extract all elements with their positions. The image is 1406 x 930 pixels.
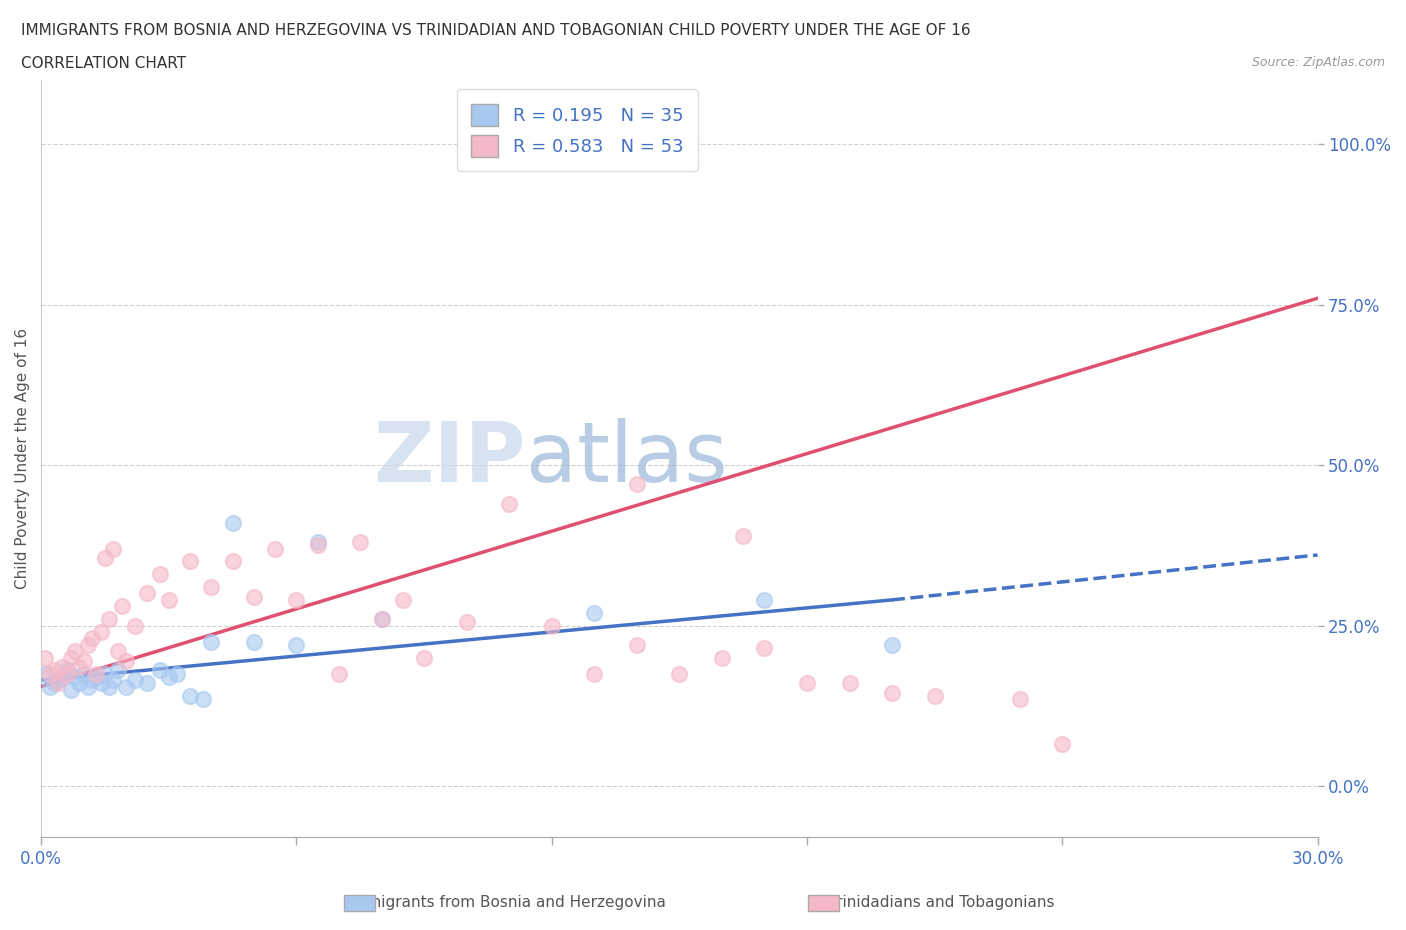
Point bbox=[98, 612, 121, 627]
Point bbox=[1008, 692, 1031, 707]
Point bbox=[136, 676, 159, 691]
Point bbox=[94, 666, 117, 681]
Point bbox=[349, 535, 371, 550]
Y-axis label: Child Poverty Under the Age of 16: Child Poverty Under the Age of 16 bbox=[15, 328, 30, 590]
Point bbox=[498, 497, 520, 512]
Point bbox=[221, 515, 243, 530]
Point bbox=[243, 590, 266, 604]
Point bbox=[149, 566, 172, 581]
Legend: R = 0.195   N = 35, R = 0.583   N = 53: R = 0.195 N = 35, R = 0.583 N = 53 bbox=[457, 89, 697, 171]
Point bbox=[880, 637, 903, 652]
Point bbox=[626, 637, 648, 652]
Point bbox=[94, 551, 117, 565]
Text: CORRELATION CHART: CORRELATION CHART bbox=[21, 56, 186, 71]
Point bbox=[391, 592, 413, 607]
Point bbox=[1052, 737, 1074, 751]
Point bbox=[98, 679, 121, 694]
Point bbox=[77, 679, 100, 694]
Point bbox=[200, 634, 222, 649]
Point bbox=[370, 612, 392, 627]
Text: Source: ZipAtlas.com: Source: ZipAtlas.com bbox=[1251, 56, 1385, 69]
Point bbox=[754, 641, 776, 656]
Point bbox=[668, 666, 690, 681]
Point bbox=[733, 528, 755, 543]
Point bbox=[626, 477, 648, 492]
Point bbox=[51, 670, 73, 684]
Point bbox=[124, 618, 146, 633]
Point bbox=[136, 586, 159, 601]
Point bbox=[157, 592, 180, 607]
Point bbox=[46, 672, 69, 687]
Point bbox=[456, 615, 478, 630]
Point bbox=[370, 612, 392, 627]
Point bbox=[42, 676, 65, 691]
Point bbox=[200, 579, 222, 594]
Point bbox=[73, 654, 96, 669]
Point bbox=[880, 685, 903, 700]
Point bbox=[583, 666, 606, 681]
Point bbox=[191, 692, 214, 707]
Point bbox=[166, 666, 188, 681]
Point bbox=[264, 541, 287, 556]
Point bbox=[179, 554, 201, 569]
Point bbox=[243, 634, 266, 649]
Point bbox=[413, 650, 436, 665]
Point bbox=[285, 637, 308, 652]
Point bbox=[796, 676, 818, 691]
Point bbox=[668, 137, 690, 152]
Point bbox=[34, 650, 56, 665]
Point bbox=[63, 644, 86, 658]
Point bbox=[90, 676, 112, 691]
Point bbox=[924, 689, 946, 704]
Point bbox=[103, 672, 125, 687]
Point bbox=[67, 676, 90, 691]
Point bbox=[710, 650, 733, 665]
Point bbox=[103, 541, 125, 556]
Text: IMMIGRANTS FROM BOSNIA AND HERZEGOVINA VS TRINIDADIAN AND TOBAGONIAN CHILD POVER: IMMIGRANTS FROM BOSNIA AND HERZEGOVINA V… bbox=[21, 23, 970, 38]
Point bbox=[77, 637, 100, 652]
Text: Trinidadians and Tobagonians: Trinidadians and Tobagonians bbox=[830, 895, 1054, 910]
Point bbox=[55, 666, 77, 681]
Point bbox=[111, 599, 134, 614]
Text: atlas: atlas bbox=[526, 418, 728, 499]
Point bbox=[157, 670, 180, 684]
Point bbox=[86, 666, 108, 681]
Point bbox=[42, 663, 65, 678]
Point bbox=[34, 666, 56, 681]
Point bbox=[838, 676, 860, 691]
Point bbox=[221, 554, 243, 569]
Point bbox=[115, 654, 138, 669]
Point bbox=[86, 670, 108, 684]
Point bbox=[90, 625, 112, 640]
Point bbox=[55, 663, 77, 678]
Point bbox=[285, 592, 308, 607]
Text: ZIP: ZIP bbox=[374, 418, 526, 499]
Point bbox=[328, 666, 350, 681]
Point bbox=[82, 631, 104, 645]
Point bbox=[307, 535, 329, 550]
Point bbox=[67, 659, 90, 674]
Point bbox=[307, 538, 329, 552]
Point bbox=[540, 618, 562, 633]
Point bbox=[754, 592, 776, 607]
Text: Immigrants from Bosnia and Herzegovina: Immigrants from Bosnia and Herzegovina bbox=[347, 895, 665, 910]
Point bbox=[82, 672, 104, 687]
Point bbox=[59, 683, 82, 698]
Point bbox=[59, 650, 82, 665]
Point bbox=[149, 663, 172, 678]
Point bbox=[124, 672, 146, 687]
Point bbox=[107, 644, 129, 658]
Point bbox=[63, 670, 86, 684]
Point bbox=[179, 689, 201, 704]
Point bbox=[38, 666, 60, 681]
Point bbox=[583, 605, 606, 620]
Point bbox=[115, 679, 138, 694]
Point bbox=[107, 663, 129, 678]
Point bbox=[51, 659, 73, 674]
Point bbox=[46, 676, 69, 691]
Point bbox=[73, 666, 96, 681]
Point bbox=[38, 679, 60, 694]
